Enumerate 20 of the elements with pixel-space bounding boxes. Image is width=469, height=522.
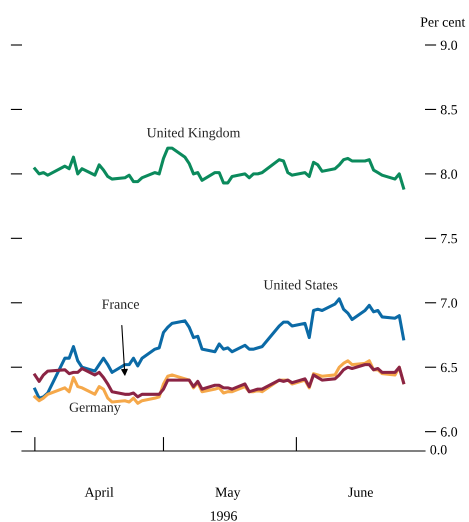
series-label: Germany: [70, 402, 121, 415]
x-tick-label: April: [84, 487, 114, 500]
y-tick-label: 8.0: [440, 169, 458, 179]
line-series: [33, 146, 406, 190]
y-tick-label: 7.5: [441, 234, 458, 244]
x-tick-label: May: [215, 488, 240, 500]
y-tick-label: 6.0: [440, 427, 458, 437]
y-tick-label: 8.5: [440, 105, 458, 114]
y-tick-label: 9.0: [440, 40, 458, 50]
text: France: [102, 300, 140, 309]
x-tick-label: June: [348, 488, 373, 497]
text: 0.0: [430, 445, 447, 455]
series-label: United Kingdom: [146, 128, 240, 140]
x-axis-title: 1996: [210, 511, 237, 521]
line-series: [33, 363, 406, 398]
line-series: [33, 297, 406, 400]
y-tick-label: 6.5: [440, 362, 458, 372]
y-axis-title: Per cent: [420, 17, 466, 27]
series-label: United States: [264, 280, 338, 290]
y-tick-label: 7.0: [441, 298, 458, 308]
